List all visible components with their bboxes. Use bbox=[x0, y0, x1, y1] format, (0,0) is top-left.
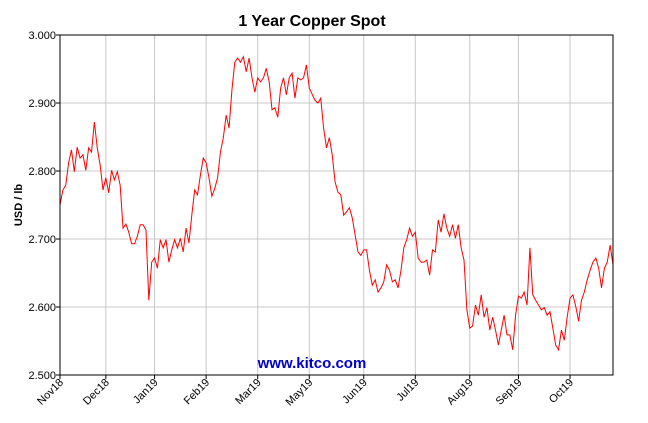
plot-border bbox=[60, 35, 613, 375]
y-tick-label: 2.600 bbox=[28, 302, 56, 314]
y-axis-label: USD / lb bbox=[13, 184, 25, 226]
x-tick-label: Jul19 bbox=[394, 377, 421, 404]
x-tick-label: Jan19 bbox=[131, 377, 161, 407]
chart: 1 Year Copper Spot USD / lb www.kitco.co… bbox=[0, 0, 648, 423]
grid bbox=[60, 35, 613, 375]
x-tick-label: May19 bbox=[284, 377, 316, 409]
y-tick-label: 3.000 bbox=[28, 30, 56, 42]
x-tick-label: Jun19 bbox=[340, 377, 370, 407]
chart-title: 1 Year Copper Spot bbox=[238, 13, 386, 30]
plot bbox=[60, 57, 613, 350]
x-tick-label: Feb19 bbox=[182, 377, 213, 408]
y-tick-label: 2.700 bbox=[28, 234, 56, 246]
x-tick-label: Dec18 bbox=[81, 377, 112, 408]
y-tick-label: 2.500 bbox=[28, 370, 56, 382]
y-tick-label: 2.900 bbox=[28, 98, 56, 110]
x-tick-label: Sep19 bbox=[494, 377, 525, 408]
x-tick-label: Aug19 bbox=[445, 377, 476, 408]
y-tick-label: 2.800 bbox=[28, 166, 56, 178]
watermark: www.kitco.com bbox=[257, 355, 367, 372]
x-tick-label: Oct19 bbox=[547, 377, 576, 406]
x-tick-label: Mar19 bbox=[233, 377, 264, 408]
price-line bbox=[60, 57, 613, 350]
